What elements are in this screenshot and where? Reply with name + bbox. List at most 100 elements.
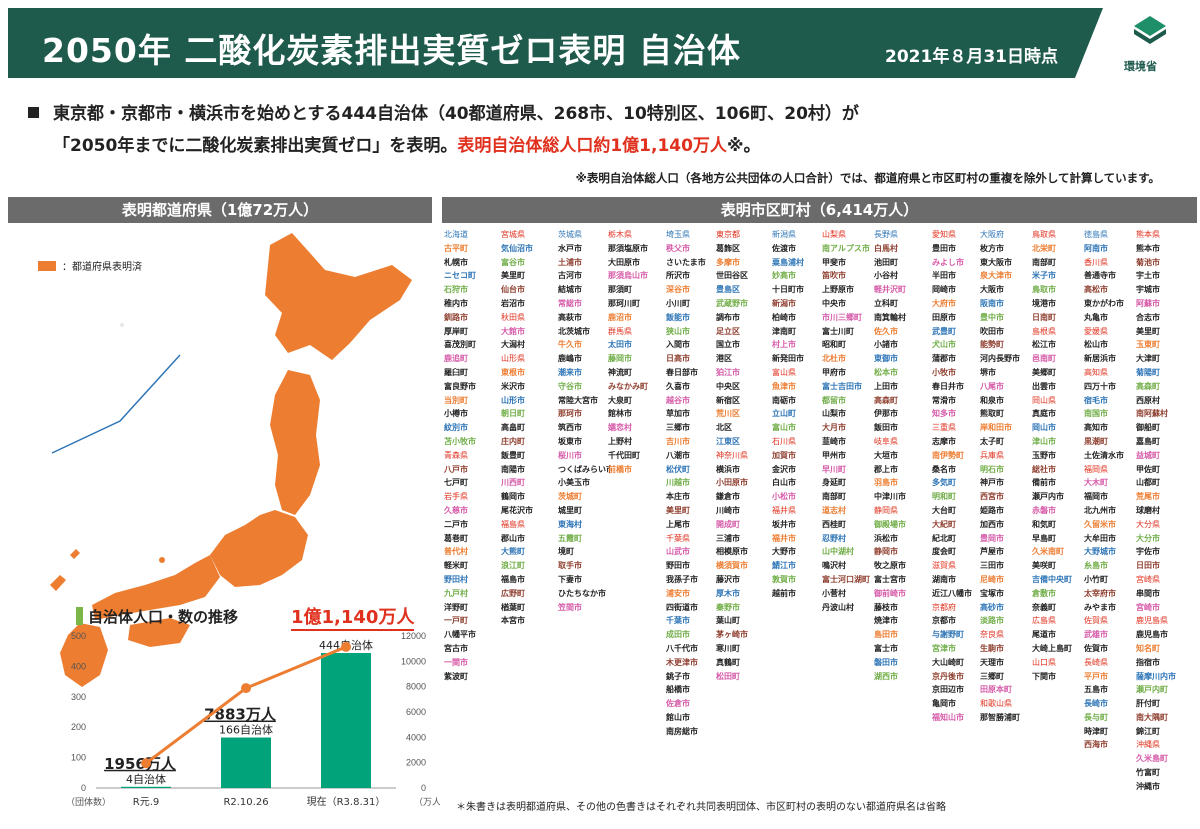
municipality-name: 荒川区 (716, 409, 740, 419)
municipality-name: 三田市 (980, 561, 1004, 571)
prefecture-heading: 北海道 (444, 230, 468, 239)
municipality-name: 大津町 (1136, 354, 1160, 364)
municipality-name: 静岡市 (874, 547, 898, 557)
municipality-name: 草加市 (666, 409, 690, 419)
municipality-name: 山武市 (666, 547, 690, 557)
municipality-name: 江東区 (716, 436, 740, 446)
municipality-name: 出雲市 (1032, 381, 1056, 391)
municipality-name: 東大阪市 (980, 257, 1012, 267)
municipality-name: 大野城市 (1084, 547, 1116, 557)
prefecture-heading: 東京都 (716, 230, 740, 239)
municipality-name: 瀬戸内市 (1032, 492, 1064, 502)
municipality-name: 南国市 (1084, 409, 1108, 419)
municipality-name: 四街道市 (666, 602, 698, 612)
municipality-name: 沖縄市 (1136, 781, 1160, 791)
municipality-name: 田原本町 (980, 685, 1012, 695)
municipality-name: 川西町 (501, 478, 525, 488)
bar (121, 786, 171, 788)
municipality-name: 福島市 (501, 574, 525, 584)
prefecture-heading: 群馬県 (608, 326, 632, 336)
municipality-name: 飯能市 (666, 312, 690, 322)
municipality-name: 福知山市 (932, 712, 964, 722)
municipality-name: 高砂市 (980, 602, 1004, 612)
municipality-name: 荒尾市 (1136, 492, 1160, 502)
municipality-name: 郡上市 (874, 464, 898, 474)
prefectures-band: 表明都道府県（1億72万人） (8, 197, 432, 223)
lead-line-2: 「2050年までに二酸化炭素排出実質ゼロ」を表明。表明自治体総人口約1億1,14… (28, 130, 859, 162)
municipality-name: 南部町 (1032, 257, 1056, 267)
municipality-name: 高萩市 (558, 312, 582, 322)
municipality-name: 大分市 (1136, 533, 1160, 543)
municipality-name: 常陸大宮市 (558, 395, 598, 405)
prefecture-heading: 秋田県 (501, 312, 525, 322)
prefecture-heading: 徳島県 (1084, 230, 1108, 239)
municipality-name: みやま市 (1084, 602, 1116, 612)
population-point (341, 641, 351, 652)
municipality-name: 大泉町 (608, 395, 632, 405)
municipality-name: 近江八幡市 (932, 588, 972, 598)
municipality-name: 山形市 (501, 395, 525, 405)
municipality-name: 四万十市 (1084, 381, 1116, 391)
map-chubu-kanto (210, 510, 308, 587)
municipality-name: 久米南町 (1032, 547, 1064, 557)
municipality-name: 岩沼市 (501, 298, 525, 308)
map-hokkaido (265, 233, 412, 360)
prefecture-heading: 青森県 (444, 450, 468, 460)
municipality-name: 宮古市 (444, 643, 468, 653)
map-inset-divider (51, 354, 181, 454)
municipality-name: 釧路市 (444, 312, 468, 322)
municipality-name: 泉大津市 (980, 271, 1012, 281)
municipality-name: 西海市 (1084, 740, 1108, 750)
municipality-name: 山中湖村 (822, 547, 854, 557)
municipality-name: 美里町 (1136, 326, 1160, 336)
bullet-square-icon (28, 107, 39, 118)
prefecture-heading: 福井県 (772, 505, 796, 515)
municipality-name: 堺市 (980, 367, 996, 377)
x-tick-label: R元.9 (133, 797, 160, 808)
municipality-name: みなかみ町 (608, 381, 648, 391)
bar (221, 737, 271, 788)
y-left-tick-label: 0 (81, 783, 86, 793)
prefecture-heading: 神奈川県 (716, 450, 748, 460)
prefecture-heading: 佐賀県 (1084, 616, 1108, 626)
municipality-name: 牛久市 (558, 340, 582, 350)
municipality-name: 立科町 (874, 298, 898, 308)
municipalities-band: 表明市区町村（6,414万人） (442, 197, 1197, 223)
municipality-name: 大館市 (501, 326, 525, 336)
municipality-name: 尾花沢市 (501, 505, 533, 515)
municipality-name: 久喜市 (666, 381, 690, 391)
municipality-name: 球磨村 (1136, 505, 1160, 515)
municipality-name: 稚内市 (444, 298, 468, 308)
municipality-name: 桑名市 (932, 464, 956, 474)
municipality-name: 高畠町 (501, 423, 525, 433)
as-of-date: 2021年８月31日時点 (885, 47, 1058, 67)
map-island-a (159, 557, 165, 563)
municipality-name: 御殿場市 (874, 519, 906, 529)
municipality-name: 美咲町 (1032, 561, 1056, 571)
municipality-name: 那珂川町 (608, 298, 640, 308)
municipality-column: 茨城県 水戸市 土浦市 古河市 結城市 常総市 高萩市 北茨城市 牛久市 鹿嶋市 潮来市 守谷市 常陸大… (558, 228, 610, 614)
prefecture-heading: 滋賀県 (932, 561, 956, 571)
municipality-name: 益城町 (1136, 450, 1160, 460)
y-left-tick-label: 500 (71, 631, 86, 641)
prefecture-heading: 千葉県 (666, 533, 690, 543)
japan-map (50, 233, 412, 687)
municipality-name: 道志村 (822, 505, 846, 515)
prefecture-heading: 石川県 (772, 436, 796, 446)
municipality-name: 松山市 (1084, 340, 1108, 350)
municipality-name: 本庄市 (666, 492, 690, 502)
municipality-name: 東かがわ市 (1084, 298, 1124, 308)
municipality-name: 甲府市 (822, 367, 846, 377)
municipality-name: 茅ヶ崎市 (716, 630, 748, 640)
municipality-name: 日高市 (666, 354, 690, 364)
municipality-name: 中津川市 (874, 492, 906, 502)
municipality-name: 邑南町 (1032, 354, 1056, 364)
municipality-name: 喜茂別町 (444, 340, 476, 350)
municipality-name: 与謝野町 (932, 630, 964, 640)
line-data-label: 1956万人 (104, 755, 177, 773)
municipality-name: さいたま市 (666, 257, 706, 267)
municipality-name: 西原村 (1136, 395, 1160, 405)
municipality-name: 羽島市 (874, 478, 898, 488)
municipality-name: 那須塩原市 (608, 243, 648, 253)
municipality-name: 一関市 (444, 657, 468, 667)
